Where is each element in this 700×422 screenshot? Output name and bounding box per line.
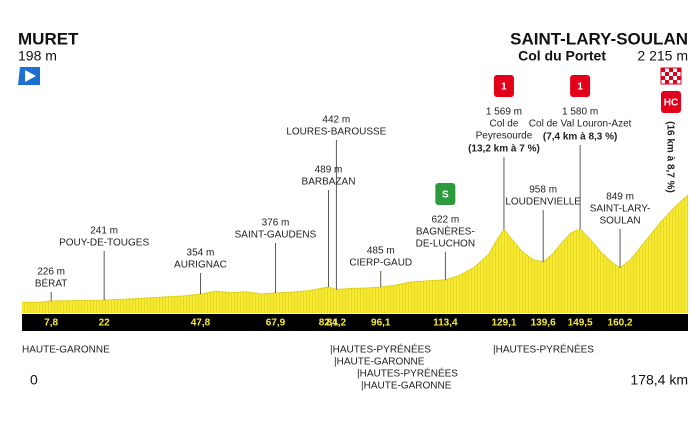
region-label: HAUTE-GARONNE [22, 345, 110, 356]
icon-box [570, 75, 591, 97]
flag-cell [677, 68, 681, 72]
elevation-area [22, 195, 688, 313]
icon-box [661, 91, 681, 113]
category-icon: HC [661, 91, 681, 113]
altitude-label: 376 m [262, 218, 290, 229]
place-name: BAGNÈRES- [416, 225, 475, 238]
place-name: SAINT-LARY- [590, 204, 651, 215]
icon-label: 1 [577, 82, 583, 93]
flag-cell [661, 72, 665, 76]
km-label: 7,8 [44, 318, 58, 329]
place-name: SOULAN [599, 216, 640, 227]
place-name: AURIGNAC [174, 260, 227, 271]
finish-flag [660, 67, 682, 85]
altitude-label: 1 569 m [486, 107, 522, 118]
climb-detail: (13,2 km à 7 %) [468, 144, 540, 155]
icon-label: HC [664, 98, 678, 109]
icon-label: 1 [501, 82, 507, 93]
flag-cell [665, 72, 669, 76]
start-altitude: 198 m [18, 48, 57, 64]
distance-label: 0 [30, 372, 38, 388]
finish-altitude: 2 215 m [637, 48, 688, 64]
km-label: 129,1 [491, 318, 516, 329]
place-name: Peyresourde [476, 131, 533, 142]
km-label: 67,9 [266, 318, 286, 329]
place-name: Col de Val Louron-Azet [529, 119, 632, 130]
place-name: POUY-DE-TOUGES [59, 238, 149, 249]
flag-border [660, 67, 682, 85]
icon-box [435, 183, 456, 205]
altitude-label: 226 m [37, 267, 65, 278]
km-label: 160,2 [608, 318, 633, 329]
place-name: SAINT-GAUDENS [235, 230, 317, 241]
flag-cell [665, 80, 669, 84]
flag-cell [677, 80, 681, 84]
altitude-label: 442 m [322, 115, 350, 126]
flag-cell [673, 72, 677, 76]
region-label: |HAUTE-GARONNE [361, 381, 452, 392]
km-label: 82,1 [319, 318, 339, 329]
climb-detail: (16 km à 8,7 %) [664, 121, 675, 193]
km-label: 149,5 [568, 318, 593, 329]
km-label: 84,2 [327, 318, 347, 329]
flag-cell [669, 68, 673, 72]
start-icon [18, 67, 40, 85]
place-name: DE-LUCHON [416, 239, 475, 250]
altitude-label: 849 m [606, 192, 634, 203]
km-label: 96,1 [371, 318, 391, 329]
altitude-label: 485 m [367, 246, 395, 257]
altitude-label: 1 580 m [562, 107, 598, 118]
flag-cell [677, 76, 681, 80]
flag-cell [665, 68, 669, 72]
flag-cell [669, 72, 673, 76]
icon-box [493, 75, 514, 97]
finish-name: SAINT-LARY-SOULAN [510, 29, 688, 48]
place-name: Col de [490, 119, 519, 130]
flag-cell [673, 76, 677, 80]
category-icon: 1 [493, 75, 514, 97]
start-name: MURET [18, 29, 79, 48]
region-label: |HAUTE-GARONNE [334, 357, 425, 368]
icon-label: S [442, 190, 449, 201]
altitude-label: 622 m [431, 215, 459, 226]
flag-cell [665, 76, 669, 80]
distance-label: 178,4 km [630, 372, 688, 388]
elevation-line [21, 194, 689, 303]
distance-bar [22, 314, 688, 331]
km-label: 47,8 [191, 318, 211, 329]
km-label: 113,4 [433, 318, 458, 329]
region-label: |HAUTES-PYRÉNÉES [357, 367, 458, 380]
flag-cell [661, 68, 665, 72]
flag-cell [661, 80, 665, 84]
flag-cell [669, 76, 673, 80]
category-icon: 1 [570, 75, 591, 97]
altitude-label: 489 m [315, 165, 343, 176]
km-label: 22 [99, 318, 111, 329]
flag-cell [669, 80, 673, 84]
category-icon: S [435, 183, 456, 205]
place-name: LOURES-BAROUSSE [286, 127, 386, 138]
place-name: LOUDENVIELLE [505, 197, 581, 208]
altitude-label: 354 m [187, 248, 215, 259]
km-label: 139,6 [531, 318, 556, 329]
altitude-label: 241 m [90, 226, 118, 237]
flag-cell [677, 72, 681, 76]
flag-cell [673, 68, 677, 72]
flag-cell [673, 80, 677, 84]
finish-climb: Col du Portet [518, 48, 606, 64]
climb-detail: (7,4 km à 8,3 %) [543, 132, 617, 143]
region-label: |HAUTES-PYRÉNÉES [493, 343, 594, 356]
place-name: BÉRAT [35, 277, 68, 290]
place-name: CIERP-GAUD [349, 258, 412, 269]
region-label: |HAUTES-PYRÉNÉES [330, 343, 431, 356]
altitude-label: 958 m [529, 185, 557, 196]
place-name: BARBAZAN [302, 177, 356, 188]
flag-cell [661, 76, 665, 80]
